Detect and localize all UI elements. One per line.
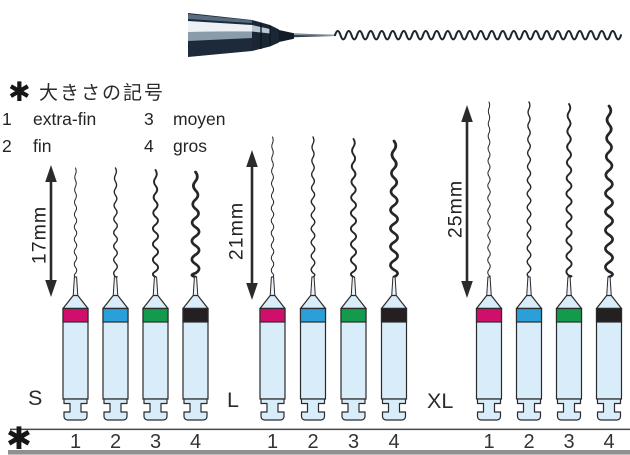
size-number: 4 bbox=[603, 431, 615, 453]
legend-item-4-label: gros bbox=[173, 136, 208, 156]
paste-carrier-file bbox=[555, 103, 583, 421]
legend-item-2-num: 2 bbox=[2, 136, 12, 156]
size-number: 2 bbox=[307, 431, 319, 453]
paste-carrier-file bbox=[299, 136, 327, 421]
size-legend-marker-icon: ✱ bbox=[8, 77, 31, 107]
legend-item-1-num: 1 bbox=[2, 109, 12, 129]
measure-arrow bbox=[461, 105, 473, 298]
group-xl-label: XL bbox=[427, 389, 454, 413]
size-number: 4 bbox=[189, 431, 202, 453]
paste-carrier-file bbox=[142, 169, 169, 421]
baseline-rules bbox=[8, 428, 630, 455]
legend-item-1-label: extra-fin bbox=[33, 109, 97, 129]
paste-carrier-file bbox=[182, 170, 209, 421]
legend-item-2-label: fin bbox=[33, 136, 52, 156]
footnote-marker-icon: ✱ bbox=[6, 421, 32, 455]
paste-carrier-file bbox=[340, 138, 367, 421]
instrument-group bbox=[461, 101, 623, 421]
paste-carrier-file bbox=[475, 101, 503, 421]
handpiece-illustration bbox=[188, 13, 623, 57]
measure-arrow bbox=[45, 165, 57, 297]
paste-carrier-file bbox=[259, 136, 286, 421]
legend-item-3-num: 3 bbox=[144, 109, 154, 129]
size-number: 2 bbox=[109, 431, 122, 453]
size-legend-title: 大きさの記号 bbox=[39, 83, 166, 104]
paste-carrier-file bbox=[595, 104, 623, 421]
size-number: 3 bbox=[347, 431, 360, 453]
paste-carrier-file bbox=[515, 101, 543, 421]
group-s-label: S bbox=[28, 386, 43, 410]
paste-carrier-file bbox=[380, 139, 408, 421]
size-number: 4 bbox=[388, 431, 400, 453]
paste-carrier-file bbox=[62, 167, 89, 421]
instrument-group bbox=[246, 136, 408, 421]
legend-item-3-label: moyen bbox=[173, 109, 226, 129]
size-number: 1 bbox=[483, 431, 495, 453]
instrument-group bbox=[45, 165, 209, 421]
size-number: 3 bbox=[149, 431, 162, 453]
paste-carrier-file bbox=[102, 167, 129, 421]
group-s-length-label: 17mm bbox=[28, 205, 51, 265]
size-number: 1 bbox=[266, 431, 279, 453]
size-number: 2 bbox=[523, 431, 535, 453]
legend-item-4-num: 4 bbox=[144, 136, 154, 156]
measure-arrow bbox=[246, 150, 258, 300]
group-l-length-label: 21mm bbox=[225, 201, 248, 261]
size-number: 3 bbox=[563, 431, 575, 453]
size-number: 1 bbox=[69, 431, 82, 453]
group-l-label: L bbox=[227, 388, 239, 412]
group-xl-length-label: 25mm bbox=[444, 179, 467, 239]
